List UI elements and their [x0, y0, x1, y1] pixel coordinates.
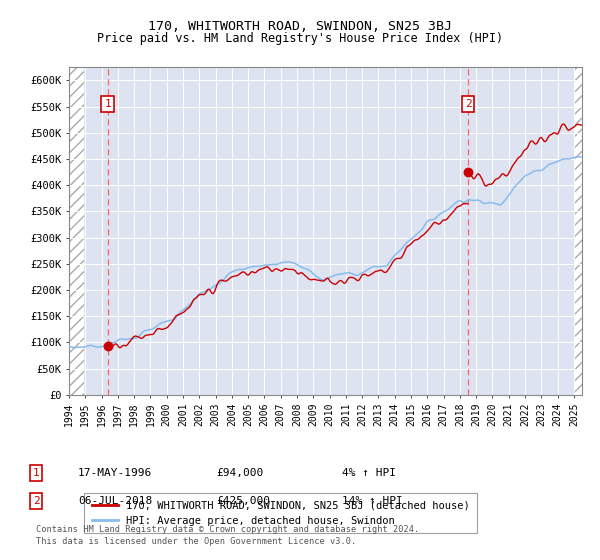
Text: 170, WHITWORTH ROAD, SWINDON, SN25 3BJ: 170, WHITWORTH ROAD, SWINDON, SN25 3BJ — [148, 20, 452, 32]
Legend: 170, WHITWORTH ROAD, SWINDON, SN25 3BJ (detached house), HPI: Average price, det: 170, WHITWORTH ROAD, SWINDON, SN25 3BJ (… — [85, 493, 477, 533]
Text: 1: 1 — [32, 468, 40, 478]
Text: 4% ↑ HPI: 4% ↑ HPI — [342, 468, 396, 478]
Text: 17-MAY-1996: 17-MAY-1996 — [78, 468, 152, 478]
Text: 2: 2 — [465, 99, 472, 109]
Text: £94,000: £94,000 — [216, 468, 263, 478]
Text: 2: 2 — [32, 496, 40, 506]
Text: Contains HM Land Registry data © Crown copyright and database right 2024.
This d: Contains HM Land Registry data © Crown c… — [36, 525, 419, 546]
Point — [103, 341, 112, 350]
Text: 14% ↑ HPI: 14% ↑ HPI — [342, 496, 403, 506]
Text: 06-JUL-2018: 06-JUL-2018 — [78, 496, 152, 506]
Text: £425,000: £425,000 — [216, 496, 270, 506]
Text: 1: 1 — [104, 99, 111, 109]
Text: Price paid vs. HM Land Registry's House Price Index (HPI): Price paid vs. HM Land Registry's House … — [97, 32, 503, 45]
Point — [463, 167, 473, 176]
